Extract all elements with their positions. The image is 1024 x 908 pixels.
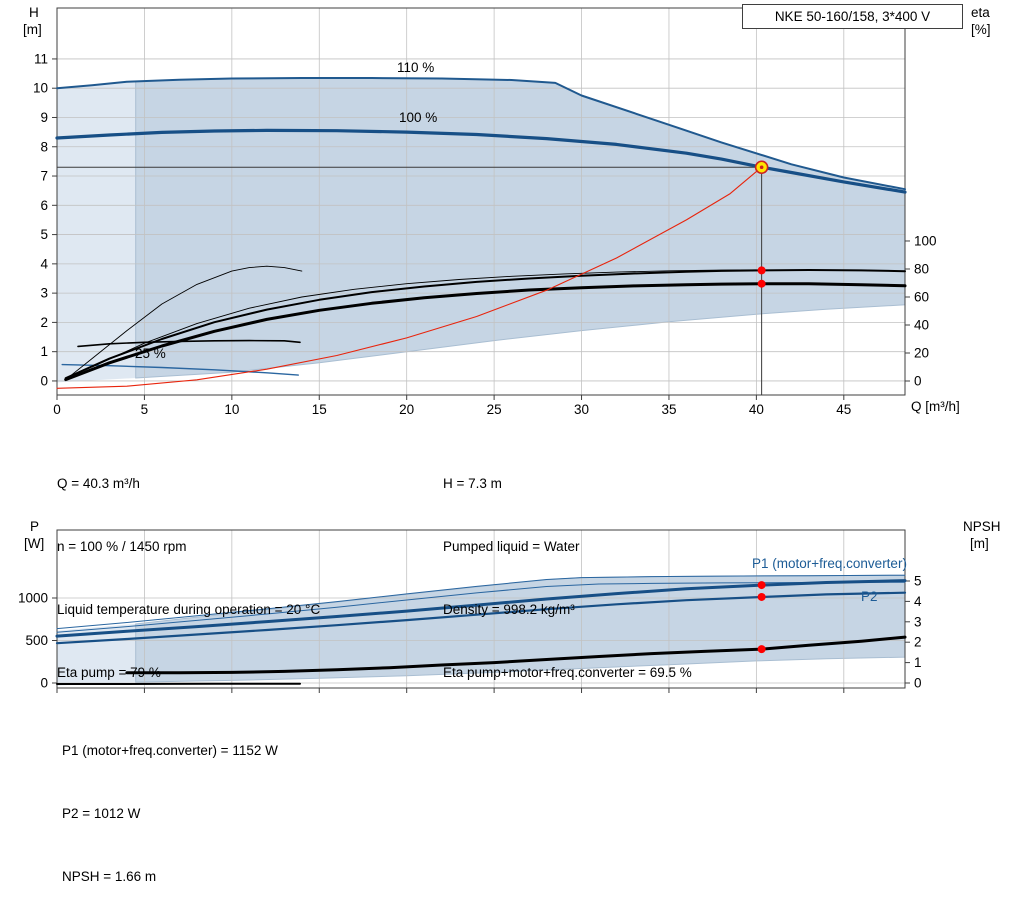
results-left-column: Q = 40.3 m³/h n = 100 % / 1450 rpm Liqui… [57,431,320,704]
y2-tick-label: 40 [914,317,929,332]
p-axis-title: P [30,519,39,534]
y2-tick-label: 4 [914,594,922,609]
result-line-liquid: Pumped liquid = Water [443,536,692,557]
result-line-p1: P1 (motor+freq.converter) = 1152 W [62,740,278,761]
x-tick-label: 5 [141,402,149,417]
x-tick-label: 25 [487,402,502,417]
y2-tick-label: 1 [914,655,922,670]
region-envelope-left [57,81,136,382]
result-line-q: Q = 40.3 m³/h [57,473,320,494]
y2-tick-label: 20 [914,345,929,360]
y-tick-label: 5 [40,227,48,242]
h-axis-title: H [29,5,39,20]
marker-eta-total-point [758,280,766,288]
result-line-h: H = 7.3 m [443,473,692,494]
result-line-npsh: NPSH = 1.66 m [62,866,278,887]
y-tick-label: 10 [33,81,48,96]
y-tick-label: 500 [25,633,48,648]
x-tick-label: 45 [836,402,851,417]
curve-label-110: 110 % [397,60,434,75]
curve-label-p1: P1 (motor+freq.converter) [752,556,907,571]
curve-label-25: 25 % [135,346,166,361]
y-tick-label: 1000 [18,590,48,605]
x-tick-label: 15 [312,402,327,417]
y-tick-label: 8 [40,139,48,154]
x-tick-label: 10 [224,402,239,417]
y-tick-label: 0 [40,675,48,690]
result-line-eta-total: Eta pump+motor+freq.converter = 69.5 % [443,662,692,683]
y-tick-label: 11 [34,51,48,66]
y2-tick-label: 3 [914,614,922,629]
marker-p2-point [758,593,766,601]
result-line-eta: Eta pump = 79 % [57,662,320,683]
y-tick-label: 0 [40,373,48,388]
x-tick-label: 0 [53,402,61,417]
p-axis-unit: [W] [24,536,44,551]
result-line-p2: P2 = 1012 W [62,803,278,824]
y2-tick-label: 2 [914,635,922,650]
curve-label-100: 100 % [399,110,437,125]
x-tick-label: 20 [399,402,414,417]
marker-p1-point [758,581,766,589]
y2-tick-label: 60 [914,289,929,304]
x-tick-label: 35 [661,402,676,417]
marker-eta-pump-point [758,266,766,274]
y2-tick-label: 0 [914,373,922,388]
x-tick-label: 30 [574,402,589,417]
eta-axis-unit: [%] [971,22,991,37]
marker-npsh-point [758,645,766,653]
pump-title-box: NKE 50-160/158, 3*400 V [742,4,963,29]
result-line-temp: Liquid temperature during operation = 20… [57,599,320,620]
pump-curve-report: { "window": { "title_box": "NKE 50-160/1… [0,0,1024,781]
results-right-column: H = 7.3 m Pumped liquid = Water Density … [443,431,692,704]
y-tick-label: 4 [40,256,48,271]
x-tick-label: 40 [749,402,764,417]
y-tick-label: 1 [40,344,48,359]
result-line-density: Density = 998.2 kg/m³ [443,599,692,620]
curve-label-p2: P2 [861,589,878,604]
y2-tick-label: 100 [914,233,937,248]
y2-tick-label: 0 [914,676,922,691]
eta-axis-title: eta [971,5,990,20]
y-tick-label: 7 [40,169,48,184]
y2-tick-label: 80 [914,261,929,276]
result-line-n: n = 100 % / 1450 rpm [57,536,320,557]
results-bottom-block: P1 (motor+freq.converter) = 1152 W P2 = … [62,698,278,908]
y-tick-label: 9 [40,110,48,125]
region-envelope-main [136,78,905,378]
q-axis-title: Q [m³/h] [911,399,960,414]
y-tick-label: 3 [40,286,48,301]
y-tick-label: 6 [40,198,48,213]
pump-title: NKE 50-160/158, 3*400 V [775,9,930,24]
y-tick-label: 2 [40,315,48,330]
npsh-axis-unit: [m] [970,536,989,551]
marker-duty-point-center [760,165,764,169]
npsh-axis-title: NPSH [963,519,1001,534]
h-axis-unit: [m] [23,22,42,37]
y2-tick-label: 5 [914,574,922,589]
